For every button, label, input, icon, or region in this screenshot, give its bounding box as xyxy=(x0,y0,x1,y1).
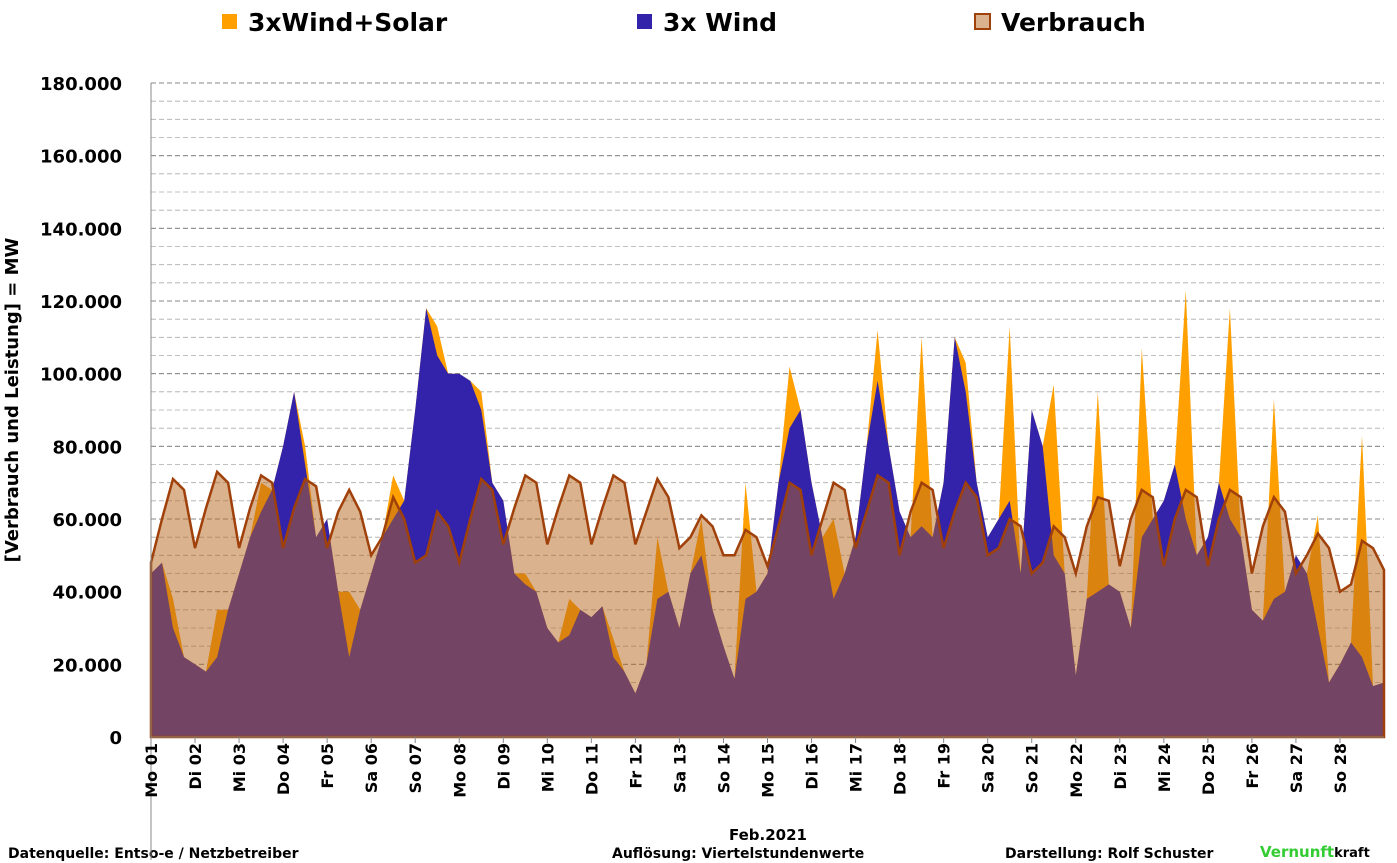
legend-item: 3x Wind xyxy=(637,8,777,37)
x-tick-label: Fr 26 xyxy=(1243,743,1262,789)
x-tick-label: Mo 01 xyxy=(142,743,161,798)
x-tick-label: Mi 10 xyxy=(538,743,557,792)
y-tick-label: 180.000 xyxy=(40,74,122,95)
legend-label: 3xWind+Solar xyxy=(248,8,448,37)
x-tick-label: Mi 24 xyxy=(1155,743,1174,792)
x-tick-label: So 21 xyxy=(1023,743,1042,793)
x-tick-label: So 07 xyxy=(406,743,425,793)
x-tick-label: Fr 19 xyxy=(935,743,954,789)
x-tick-label: Mi 03 xyxy=(230,743,249,792)
x-tick-label: Do 25 xyxy=(1199,743,1218,795)
x-tick-label: Di 23 xyxy=(1111,743,1130,790)
x-axis-label: Feb.2021 xyxy=(729,826,807,844)
x-tick-label: Sa 13 xyxy=(670,743,689,793)
x-tick-label: Do 18 xyxy=(891,743,910,795)
y-tick-label: 40.000 xyxy=(53,583,122,604)
x-tick-label: Fr 05 xyxy=(318,743,337,789)
y-tick-label: 120.000 xyxy=(40,292,122,313)
x-tick-label: So 14 xyxy=(714,743,733,793)
x-tick-label: Di 16 xyxy=(803,743,822,790)
x-tick-label: Do 11 xyxy=(582,743,601,795)
y-tick-label: 60.000 xyxy=(53,510,122,531)
y-tick-label: 20.000 xyxy=(53,655,122,676)
x-tick-label: Fr 12 xyxy=(626,743,645,789)
legend-swatch xyxy=(974,13,991,30)
legend-label: Verbrauch xyxy=(1001,8,1146,37)
y-tick-label: 0 xyxy=(109,728,122,749)
legend-swatch xyxy=(637,14,652,29)
x-tick-label: Mo 22 xyxy=(1067,743,1086,798)
x-tick-label: Do 04 xyxy=(274,743,293,795)
footer-author: Darstellung: Rolf Schuster xyxy=(1005,846,1214,862)
footer-resolution: Auflösung: Viertelstundenwerte xyxy=(612,846,864,862)
y-tick-label: 100.000 xyxy=(40,365,122,386)
footer-source: Datenquelle: Entso-e / Netzbetreiber xyxy=(8,846,299,862)
x-tick-label: Sa 27 xyxy=(1287,743,1306,793)
x-tick-label: Mo 15 xyxy=(759,743,778,798)
legend-item: Verbrauch xyxy=(974,8,1146,37)
x-tick-label: So 28 xyxy=(1331,743,1350,793)
x-tick-label: Mi 17 xyxy=(847,743,866,792)
y-axis-label: [Verbrauch und Leistung] = MW xyxy=(2,237,23,562)
area xyxy=(149,469,1386,739)
legend-swatch xyxy=(222,14,237,29)
x-tick-label: Di 02 xyxy=(186,743,205,790)
x-tick-label: Di 09 xyxy=(494,743,513,790)
y-tick-label: 160.000 xyxy=(40,147,122,168)
legend-label: 3x Wind xyxy=(663,8,777,37)
y-tick-label: 80.000 xyxy=(53,437,122,458)
legend-item: 3xWind+Solar xyxy=(222,8,448,37)
y-tick-label: 140.000 xyxy=(40,219,122,240)
x-tick-label: Sa 06 xyxy=(362,743,381,793)
x-tick-label: Sa 20 xyxy=(979,743,998,793)
logo-part: kraft xyxy=(1334,846,1370,861)
logo: Vernunftkraft xyxy=(1260,843,1370,861)
x-tick-label: Mo 08 xyxy=(450,743,469,798)
logo-part: Vernunft xyxy=(1260,843,1334,861)
